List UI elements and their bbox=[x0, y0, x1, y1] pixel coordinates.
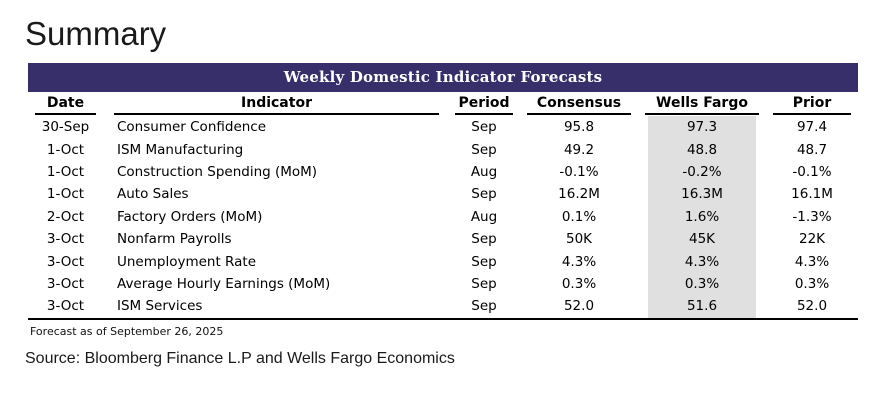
cell-consensus: 49.2 bbox=[563, 141, 595, 158]
cell-date: 3-Oct bbox=[46, 276, 85, 293]
table-title: Weekly Domestic Indicator Forecasts bbox=[283, 68, 603, 87]
cell-prior: 97.4 bbox=[796, 119, 828, 136]
cell-date: 1-Oct bbox=[46, 186, 85, 203]
cell-date: 3-Oct bbox=[46, 231, 85, 248]
cell-indicator: Nonfarm Payrolls bbox=[117, 231, 232, 248]
cell-prior: 52.0 bbox=[796, 298, 828, 315]
cell-prior: -0.1% bbox=[792, 164, 832, 181]
cell-prior: 48.7 bbox=[796, 141, 828, 158]
cell-indicator: Unemployment Rate bbox=[117, 253, 257, 270]
cell-indicator: Construction Spending (MoM) bbox=[117, 164, 318, 181]
cell-consensus: 95.8 bbox=[563, 119, 595, 136]
forecast-table: Weekly Domestic Indicator Forecasts Date… bbox=[28, 63, 858, 320]
column-header-consensus: Consensus bbox=[527, 94, 631, 115]
column-header-indicator: Indicator bbox=[114, 94, 439, 115]
table-header-row: Date Indicator Period Consensus Wells Fa… bbox=[28, 92, 858, 116]
table-row: 3-Oct ISM Services Sep 52.0 51.6 52.0 bbox=[28, 295, 858, 318]
table-row: 2-Oct Factory Orders (MoM) Aug 0.1% 1.6%… bbox=[28, 205, 858, 229]
cell-wells-fargo: 4.3% bbox=[638, 250, 766, 274]
source-attribution: Source: Bloomberg Finance L.P and Wells … bbox=[25, 349, 455, 367]
cell-wells-fargo: 97.3 bbox=[638, 116, 766, 139]
table-title-bar: Weekly Domestic Indicator Forecasts bbox=[28, 63, 858, 93]
page-title: Summary bbox=[25, 15, 167, 52]
cell-period: Sep bbox=[471, 186, 497, 203]
cell-wells-fargo: 1.6% bbox=[638, 205, 766, 229]
cell-period: Aug bbox=[470, 208, 498, 225]
table-row: 3-Oct Unemployment Rate Sep 4.3% 4.3% 4.… bbox=[28, 250, 858, 274]
cell-indicator: Factory Orders (MoM) bbox=[117, 208, 263, 225]
column-header-period: Period bbox=[455, 94, 513, 115]
cell-consensus: 16.2M bbox=[558, 186, 600, 203]
cell-wells-fargo: 16.3M bbox=[638, 183, 766, 206]
cell-prior: 22K bbox=[798, 231, 826, 248]
table-footnote: Forecast as of September 26, 2025 bbox=[30, 324, 224, 338]
cell-wells-fargo: 0.3% bbox=[638, 273, 766, 296]
cell-period: Aug bbox=[470, 164, 498, 181]
cell-date: 3-Oct bbox=[46, 298, 85, 315]
table-row: 1-Oct Construction Spending (MoM) Aug -0… bbox=[28, 161, 858, 184]
cell-prior: -1.3% bbox=[792, 208, 832, 225]
cell-wells-fargo: 45K bbox=[638, 228, 766, 251]
cell-prior: 16.1M bbox=[791, 186, 833, 203]
cell-indicator: Average Hourly Earnings (MoM) bbox=[117, 276, 331, 293]
cell-wells-fargo: 48.8 bbox=[638, 138, 766, 162]
table-row: 30-Sep Consumer Confidence Sep 95.8 97.3… bbox=[28, 116, 858, 139]
cell-indicator: Consumer Confidence bbox=[117, 119, 267, 136]
table-row: 1-Oct ISM Manufacturing Sep 49.2 48.8 48… bbox=[28, 138, 858, 162]
cell-period: Sep bbox=[471, 141, 497, 158]
cell-consensus: 0.3% bbox=[561, 276, 597, 293]
cell-period: Sep bbox=[471, 276, 497, 293]
cell-period: Sep bbox=[471, 231, 497, 248]
cell-indicator: Auto Sales bbox=[117, 186, 189, 203]
cell-prior: 4.3% bbox=[794, 253, 830, 270]
cell-date: 1-Oct bbox=[46, 141, 85, 158]
table-row: 3-Oct Average Hourly Earnings (MoM) Sep … bbox=[28, 273, 858, 296]
cell-date: 1-Oct bbox=[46, 164, 85, 181]
table-row: 1-Oct Auto Sales Sep 16.2M 16.3M 16.1M bbox=[28, 183, 858, 206]
cell-consensus: -0.1% bbox=[559, 164, 599, 181]
table-body: 30-Sep Consumer Confidence Sep 95.8 97.3… bbox=[28, 116, 858, 320]
cell-date: 3-Oct bbox=[46, 253, 85, 270]
cell-date: 30-Sep bbox=[41, 119, 90, 136]
cell-indicator: ISM Services bbox=[117, 298, 203, 315]
column-header-date: Date bbox=[35, 94, 96, 115]
column-header-wells-fargo: Wells Fargo bbox=[645, 94, 759, 115]
cell-consensus: 52.0 bbox=[563, 298, 595, 315]
cell-consensus: 4.3% bbox=[561, 253, 597, 270]
cell-period: Sep bbox=[471, 119, 497, 136]
cell-wells-fargo: 51.6 bbox=[638, 295, 766, 318]
cell-wells-fargo: -0.2% bbox=[638, 161, 766, 184]
cell-consensus: 50K bbox=[565, 231, 593, 248]
cell-period: Sep bbox=[471, 253, 497, 270]
column-header-prior: Prior bbox=[773, 94, 851, 115]
cell-prior: 0.3% bbox=[794, 276, 830, 293]
cell-date: 2-Oct bbox=[46, 208, 85, 225]
cell-period: Sep bbox=[471, 298, 497, 315]
table-row: 3-Oct Nonfarm Payrolls Sep 50K 45K 22K bbox=[28, 228, 858, 251]
cell-consensus: 0.1% bbox=[561, 208, 597, 225]
cell-indicator: ISM Manufacturing bbox=[117, 141, 244, 158]
